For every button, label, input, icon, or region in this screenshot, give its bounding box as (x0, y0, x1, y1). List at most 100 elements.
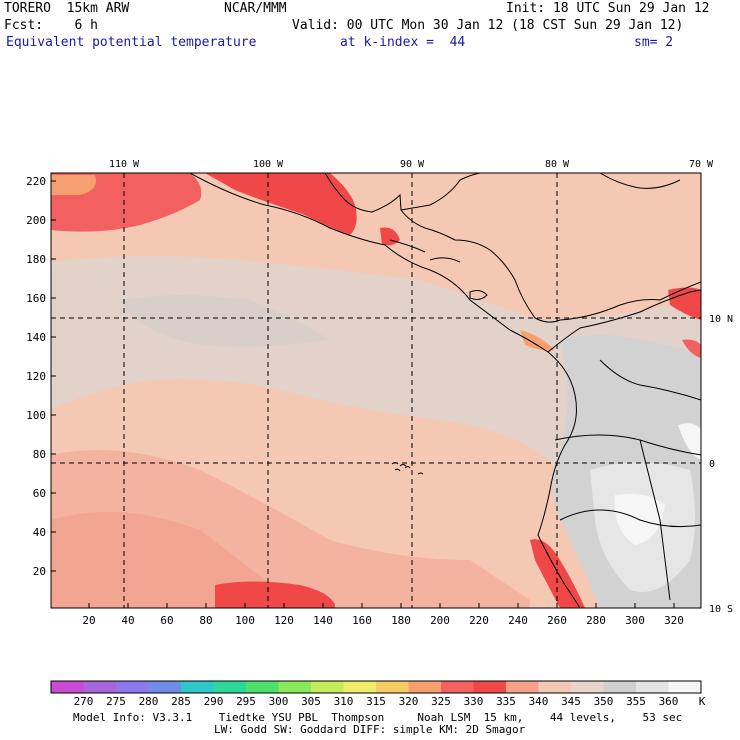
colorbar-segment (473, 681, 507, 693)
theta-e-field (51, 173, 701, 608)
colorbar-segment (246, 681, 279, 693)
colorbar-segment (571, 681, 604, 693)
x-tick-label: 140 (313, 614, 333, 627)
colorbar-label: 270 (74, 695, 94, 708)
colorbar-labels: 270 275 280 285 290 295 300 305 310 315 320 325 330 3… (74, 695, 679, 708)
colorbar-label: 275 (106, 695, 126, 708)
colorbar-segment (376, 681, 409, 693)
lat-label: 10 N (709, 314, 733, 325)
colorbar-label: 330 (464, 695, 484, 708)
y-tick-marks (51, 180, 56, 572)
coastlines (189, 173, 701, 608)
x-tick-label: 220 (469, 614, 489, 627)
y-tick-label: 60 (33, 487, 46, 500)
y-tick-label: 100 (26, 409, 46, 422)
right-latitude-labels: 10 N 0 10 S (709, 314, 733, 615)
colorbar-segment (116, 681, 149, 693)
pacific-coast-south-america (537, 351, 581, 608)
y-tick-label: 200 (26, 214, 46, 227)
country-border-central-america (389, 239, 461, 263)
country-border-colombia (599, 359, 701, 401)
lat-label: 10 S (709, 604, 733, 615)
x-tick-label: 180 (391, 614, 411, 627)
field-hot-east (682, 339, 701, 358)
model-title: TORERO 15km ARW (4, 1, 130, 16)
colorbar-segment (278, 681, 312, 693)
country-border-peru (559, 509, 701, 528)
top-longitude-labels: 110 W 100 W 90 W 80 W 70 W (109, 159, 714, 170)
smoothing-info: sm= 2 (634, 35, 674, 50)
x-tick-label: 20 (82, 614, 95, 627)
caribbean-coast (324, 173, 561, 323)
colorbar-segment (148, 681, 182, 693)
field-north-band (51, 173, 701, 252)
field-hot-mexico (205, 173, 357, 235)
field-warm-panama (520, 330, 555, 351)
y-tick-label: 40 (33, 526, 46, 539)
colorbar-frame (50, 680, 702, 694)
colorbar-segment (51, 681, 84, 693)
colorbar-segment (441, 681, 474, 693)
colorbar-label: 325 (431, 695, 451, 708)
lat-label: 0 (709, 459, 715, 470)
colorbar-label: 340 (529, 695, 549, 708)
forecast-hour: Fcst: 6 h (4, 18, 98, 33)
level-info: at k-index = 44 (340, 35, 466, 50)
field-hot-venezuela (668, 287, 701, 320)
colorbar-label: 285 (171, 695, 191, 708)
field-warm-nw (51, 175, 96, 195)
x-tick-labels: 20 40 60 80 100 120 140 160 180 200 220 … (82, 614, 684, 627)
colorbar-label: 310 (334, 695, 354, 708)
x-tick-label: 120 (274, 614, 294, 627)
y-tick-label: 140 (26, 331, 46, 344)
x-tick-label: 100 (235, 614, 255, 627)
x-tick-label: 60 (160, 614, 173, 627)
field-band-345-inner (120, 295, 330, 347)
x-tick-label: 300 (625, 614, 645, 627)
field-hot-south (215, 581, 335, 608)
colorbar-segment (83, 681, 117, 693)
colorbar-segment (506, 681, 539, 693)
x-tick-label: 240 (508, 614, 528, 627)
y-tick-label: 80 (33, 448, 46, 461)
pacific-coast-central-america (189, 173, 701, 353)
y-tick-label: 160 (26, 292, 46, 305)
x-tick-label: 320 (664, 614, 684, 627)
y-tick-labels: 220 200 180 160 140 120 100 80 60 40 20 (26, 175, 46, 578)
colorbar-label: 295 (236, 695, 256, 708)
init-time: Init: 18 UTC Sun 29 Jan 12 (506, 1, 710, 16)
colorbar-label: 280 (139, 695, 159, 708)
colorbar-segment (343, 681, 377, 693)
x-tick-marks (88, 603, 675, 608)
colorbar-label: 290 (204, 695, 224, 708)
colorbar-segment (311, 681, 344, 693)
country-border-ecuador (554, 434, 701, 456)
colorbar-label: 360 (659, 695, 679, 708)
colorbar-unit: K (699, 695, 706, 708)
colorbar-segment (538, 681, 572, 693)
colorbar-label: 315 (366, 695, 386, 708)
map-frame (50, 172, 702, 609)
field-name: Equivalent potential temperature (6, 35, 257, 50)
lon-label: 110 W (109, 159, 140, 170)
lon-label: 100 W (253, 159, 284, 170)
y-tick-label: 120 (26, 370, 46, 383)
colorbar-label: 320 (399, 695, 419, 708)
colorbar-segment (636, 681, 669, 693)
lon-label: 70 W (689, 159, 714, 170)
colorbar-label: 350 (594, 695, 614, 708)
x-tick-label: 160 (352, 614, 372, 627)
colorbar-label: 345 (561, 695, 581, 708)
caribbean-islands (599, 173, 681, 189)
colorbar-segment (181, 681, 214, 693)
physics-info-line: LW: Godd SW: Goddard DIFF: simple KM: 2D… (214, 723, 526, 736)
colorbar-segment (668, 681, 702, 693)
lake-nicaragua (469, 290, 488, 300)
lon-label: 90 W (400, 159, 425, 170)
colorbar-label: 355 (626, 695, 646, 708)
model-info-line: Model Info: V3.3.1 Tiedtke YSU PBL Thomp… (73, 711, 683, 724)
organization-label: NCAR/MMM (224, 1, 287, 16)
colorbar-segment (213, 681, 247, 693)
graticule (51, 173, 701, 608)
y-tick-label: 180 (26, 253, 46, 266)
